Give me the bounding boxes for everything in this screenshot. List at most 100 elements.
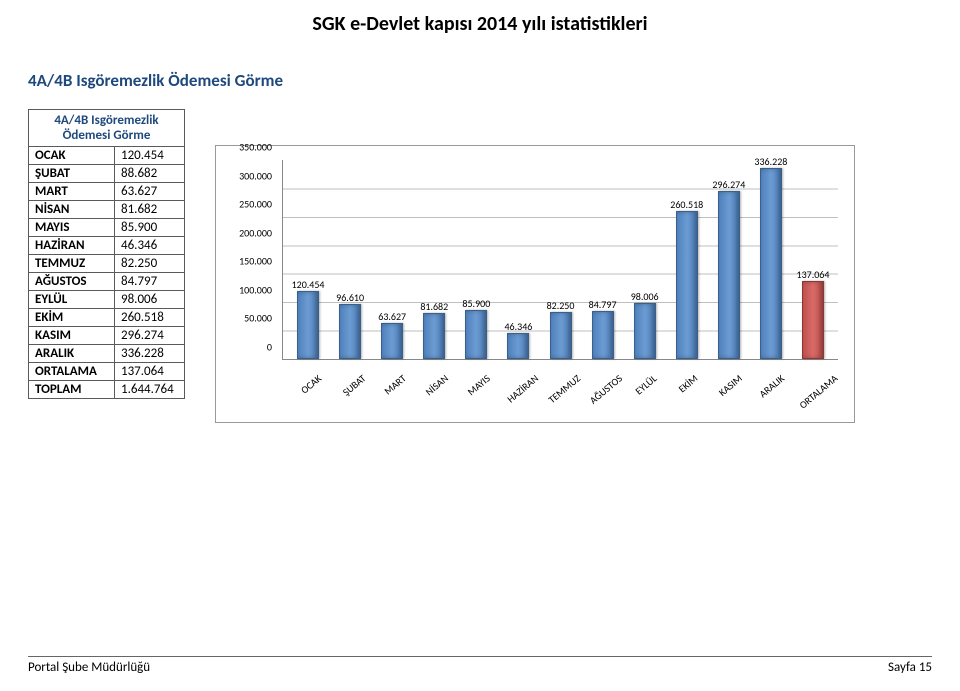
bar-value-label: 260.518 bbox=[670, 198, 703, 211]
table-row: MAYIS85.900 bbox=[29, 219, 185, 237]
bar-slot: 137.064 bbox=[792, 160, 834, 359]
bar bbox=[718, 191, 740, 359]
page-title: SGK e-Devlet kapısı 2014 yılı istatistik… bbox=[28, 12, 932, 36]
y-tick: 250.000 bbox=[239, 198, 272, 211]
table-row: TOPLAM1.644.764 bbox=[29, 381, 185, 399]
chart-container: 050.000100.000150.000200.000250.000300.0… bbox=[215, 145, 855, 423]
table-row: AĞUSTOS84.797 bbox=[29, 273, 185, 291]
x-tick-label: KASIM bbox=[716, 372, 745, 399]
bar-value-label: 82.250 bbox=[547, 299, 575, 312]
x-tick-label: TEMMUZ bbox=[545, 372, 582, 406]
month-cell: OCAK bbox=[29, 147, 115, 165]
bar-value-label: 98.006 bbox=[631, 290, 659, 303]
bar-chart: 050.000100.000150.000200.000250.000300.0… bbox=[224, 154, 846, 418]
y-tick: 200.000 bbox=[239, 226, 272, 239]
value-cell: 84.797 bbox=[115, 273, 185, 291]
value-cell: 336.228 bbox=[115, 345, 185, 363]
table-row: ARALIK336.228 bbox=[29, 345, 185, 363]
page-footer: Portal Şube Müdürlüğü Sayfa 15 bbox=[28, 656, 932, 675]
bar bbox=[550, 312, 572, 359]
value-cell: 1.644.764 bbox=[115, 381, 185, 399]
x-tick-label: HAZİRAN bbox=[504, 372, 541, 406]
table-row: TEMMUZ82.250 bbox=[29, 255, 185, 273]
bar-slot: 120.454 bbox=[287, 160, 329, 359]
bars-group: 120.45496.61063.62781.68285.90046.34682.… bbox=[283, 160, 838, 359]
table-row: EKİM260.518 bbox=[29, 309, 185, 327]
table-row: ORTALAMA137.064 bbox=[29, 363, 185, 381]
x-tick-label: MART bbox=[382, 372, 409, 398]
x-tick-label: OCAK bbox=[299, 372, 325, 397]
section-title: 4A/4B Isgöremezlik Ödemesi Görme bbox=[28, 70, 932, 91]
bar bbox=[760, 168, 782, 359]
table-header: 4A/4B Isgöremezlik Ödemesi Görme bbox=[29, 110, 185, 147]
x-tick-label: ŞUBAT bbox=[339, 372, 367, 399]
value-cell: 137.064 bbox=[115, 363, 185, 381]
value-cell: 81.682 bbox=[115, 201, 185, 219]
month-cell: ORTALAMA bbox=[29, 363, 115, 381]
x-tick: NİSAN bbox=[411, 362, 453, 418]
data-table: 4A/4B Isgöremezlik Ödemesi Görme OCAK120… bbox=[28, 109, 185, 399]
x-tick: ARALIK bbox=[746, 362, 788, 418]
month-cell: KASIM bbox=[29, 327, 115, 345]
x-tick: TEMMUZ bbox=[537, 362, 579, 418]
bar-value-label: 84.797 bbox=[589, 298, 617, 311]
value-cell: 82.250 bbox=[115, 255, 185, 273]
bar-slot: 85.900 bbox=[455, 160, 497, 359]
x-tick-label: AĞUSTOS bbox=[587, 372, 625, 407]
month-cell: EKİM bbox=[29, 309, 115, 327]
x-tick-label: EYLÜL bbox=[633, 372, 660, 398]
table-row: NİSAN81.682 bbox=[29, 201, 185, 219]
footer-left: Portal Şube Müdürlüğü bbox=[28, 660, 150, 675]
content-row: 4A/4B Isgöremezlik Ödemesi Görme OCAK 120… bbox=[28, 109, 932, 423]
footer-right: Sayfa 15 bbox=[888, 660, 932, 675]
page: SGK e-Devlet kapısı 2014 yılı istatistik… bbox=[0, 0, 960, 691]
bar-slot: 336.228 bbox=[750, 160, 792, 359]
bar bbox=[339, 304, 361, 359]
bar-value-label: 46.346 bbox=[504, 320, 532, 333]
x-tick-label: EKİM bbox=[675, 372, 700, 396]
bar bbox=[676, 211, 698, 359]
y-tick: 100.000 bbox=[239, 283, 272, 296]
x-tick: EKİM bbox=[662, 362, 704, 418]
bar-slot: 96.610 bbox=[329, 160, 371, 359]
value-cell: 296.274 bbox=[115, 327, 185, 345]
bar bbox=[592, 311, 614, 359]
y-tick: 300.000 bbox=[239, 169, 272, 182]
bar-slot: 296.274 bbox=[708, 160, 750, 359]
bar bbox=[802, 281, 824, 359]
bar-value-label: 336.228 bbox=[754, 155, 787, 168]
month-cell: MART bbox=[29, 183, 115, 201]
x-tick: AĞUSTOS bbox=[579, 362, 621, 418]
bar-slot: 81.682 bbox=[413, 160, 455, 359]
bar-value-label: 137.064 bbox=[797, 268, 830, 281]
bar-slot: 84.797 bbox=[582, 160, 624, 359]
bar bbox=[381, 323, 403, 359]
x-axis: OCAKŞUBATMARTNİSANMAYISHAZİRANTEMMUZAĞUS… bbox=[282, 362, 838, 418]
month-cell: TEMMUZ bbox=[29, 255, 115, 273]
x-tick-label: NİSAN bbox=[423, 372, 451, 399]
value-cell: 46.346 bbox=[115, 237, 185, 255]
month-cell: MAYIS bbox=[29, 219, 115, 237]
bar-value-label: 120.454 bbox=[292, 278, 325, 291]
x-tick: HAZİRAN bbox=[495, 362, 537, 418]
value-cell: 88.682 bbox=[115, 165, 185, 183]
y-tick: 350.000 bbox=[239, 141, 272, 154]
y-tick: 0 bbox=[267, 341, 272, 354]
x-tick: EYLÜL bbox=[621, 362, 663, 418]
x-tick: MAYIS bbox=[453, 362, 495, 418]
table-row: MART63.627 bbox=[29, 183, 185, 201]
x-tick: MART bbox=[370, 362, 412, 418]
bar-slot: 260.518 bbox=[666, 160, 708, 359]
month-cell: ARALIK bbox=[29, 345, 115, 363]
value-cell: 98.006 bbox=[115, 291, 185, 309]
table-row: EYLÜL98.006 bbox=[29, 291, 185, 309]
y-tick: 50.000 bbox=[244, 312, 272, 325]
month-cell: HAZİRAN bbox=[29, 237, 115, 255]
month-cell: TOPLAM bbox=[29, 381, 115, 399]
y-axis: 050.000100.000150.000200.000250.000300.0… bbox=[224, 160, 278, 360]
x-tick: OCAK bbox=[286, 362, 328, 418]
value-cell: 85.900 bbox=[115, 219, 185, 237]
bar-slot: 98.006 bbox=[624, 160, 666, 359]
bar-slot: 82.250 bbox=[539, 160, 581, 359]
month-cell: NİSAN bbox=[29, 201, 115, 219]
